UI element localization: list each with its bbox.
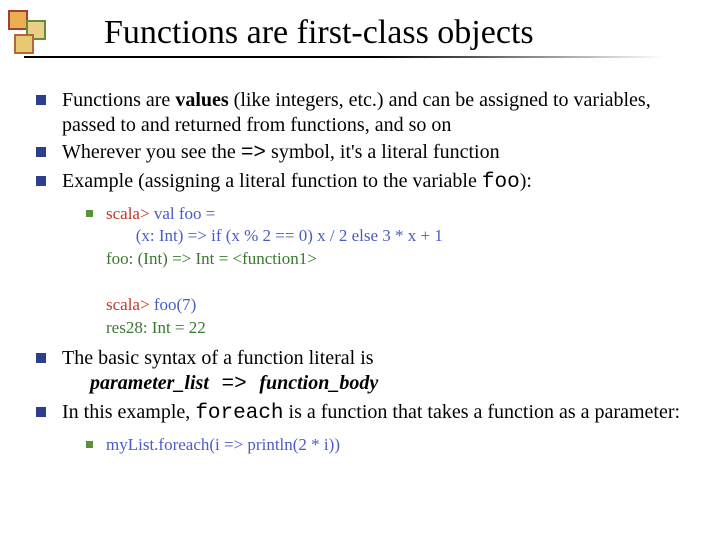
code-block: myList.foreach(i => println(2 * i)) xyxy=(62,434,700,457)
bullet-subline: parameter_list => function_body xyxy=(62,371,700,398)
code-sublist: scala> val foo = (x: Int) => if (x % 2 =… xyxy=(62,203,700,341)
title-underline xyxy=(24,56,664,58)
logo-square-c xyxy=(14,34,34,54)
corner-logo xyxy=(8,10,60,62)
slide-content: Functions are values (like integers, etc… xyxy=(36,88,700,463)
code-sublist: myList.foreach(i => println(2 * i)) xyxy=(62,434,700,457)
bullet-item: The basic syntax of a function literal i… xyxy=(36,346,700,398)
code-block: scala> val foo = (x: Int) => if (x % 2 =… xyxy=(62,203,700,341)
bullet-item: Wherever you see the => symbol, it's a l… xyxy=(36,140,700,167)
slide-title: Functions are first-class objects xyxy=(104,14,534,52)
bullet-item: In this example, foreach is a function t… xyxy=(36,400,700,456)
bullet-item: Example (assigning a literal function to… xyxy=(36,169,700,340)
logo-square-a xyxy=(8,10,28,30)
bullet-list: Functions are values (like integers, etc… xyxy=(36,88,700,457)
bullet-item: Functions are values (like integers, etc… xyxy=(36,88,700,138)
